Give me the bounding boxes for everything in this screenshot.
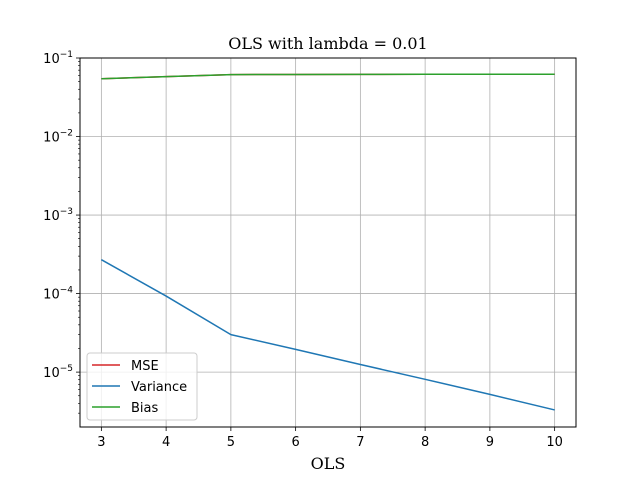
x-axis-label: OLS bbox=[311, 454, 346, 473]
y-tick-label: 10−4 bbox=[43, 286, 73, 303]
y-tick-label: 10−2 bbox=[43, 129, 73, 146]
x-tick-label: 8 bbox=[421, 435, 429, 450]
x-tick-label: 5 bbox=[227, 435, 235, 450]
series-layer bbox=[101, 73, 555, 411]
x-tick-label: 3 bbox=[97, 435, 105, 450]
series-line-variance bbox=[101, 259, 555, 411]
x-tick-label: 7 bbox=[356, 435, 364, 450]
y-tick-label: 10−5 bbox=[43, 364, 73, 381]
y-axis-ticks: 10−1 10−2 10−3 10−4 10−5 bbox=[43, 50, 80, 414]
x-tick-label: 9 bbox=[486, 435, 494, 450]
y-tick-label: 10−1 bbox=[43, 50, 73, 67]
plot-frame bbox=[79, 57, 577, 428]
legend-label-variance: Variance bbox=[131, 380, 187, 395]
x-tick-label: 6 bbox=[291, 435, 299, 450]
x-axis-ticks: 3 4 5 6 7 8 9 10 bbox=[97, 427, 563, 450]
legend-label-mse: MSE bbox=[131, 359, 159, 374]
chart-title: OLS with lambda = 0.01 bbox=[228, 34, 427, 53]
x-tick-label: 4 bbox=[162, 435, 170, 450]
y-tick-label: 10−3 bbox=[43, 207, 73, 224]
series-line-bias bbox=[101, 73, 555, 80]
legend: MSE Variance Bias bbox=[86, 352, 198, 421]
legend-label-bias: Bias bbox=[131, 401, 158, 416]
legend-box bbox=[86, 352, 198, 421]
x-tick-label: 10 bbox=[546, 435, 563, 450]
